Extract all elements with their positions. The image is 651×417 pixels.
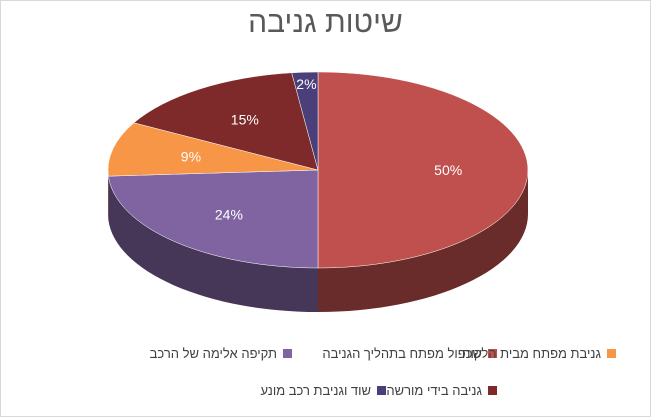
legend-item-authorized-theft: גניבה בידי מורשה (386, 383, 497, 398)
pie-side-0 (318, 170, 528, 312)
pie-slice-2 (107, 122, 319, 177)
legend-item-key-theft-home: גניבת מפתח מבית הלקוח (462, 346, 616, 361)
legend-label-authorized-theft: גניבה בידי מורשה (386, 383, 482, 398)
pie-slice-4 (291, 71, 319, 171)
data-label-1: 24% (215, 206, 243, 222)
pie-slice-0 (317, 71, 529, 269)
legend-label-key-theft-home: גניבת מפתח מבית הלקוח (461, 346, 601, 361)
legend-swatch-key-cloning (488, 349, 497, 358)
pie-slice-3 (133, 72, 319, 171)
legend-label-key-cloning: שכפול מפתח בתהליך הגניבה (322, 346, 482, 361)
data-label-3: 15% (231, 112, 259, 128)
legend-item-violent-attack: תקיפה אלימה של הרכב (150, 346, 292, 361)
pie-chart: 50% 24% 9% 15% 2% (107, 71, 529, 312)
legend-swatch-key-theft-home (607, 349, 616, 358)
pie-side-1 (108, 176, 318, 312)
data-label-4: 2% (296, 76, 316, 92)
data-label-2: 9% (181, 149, 201, 165)
legend-label-robbery: שוד וגניבת רכב מונע (260, 383, 371, 398)
chart-title: שיטות גניבה (248, 6, 403, 39)
legend-item-robbery: שוד וגניבת רכב מונע (260, 383, 386, 398)
legend-swatch-authorized-theft (488, 386, 497, 395)
pie-slice-1 (108, 169, 319, 269)
data-label-0: 50% (434, 162, 462, 178)
legend-swatch-violent-attack (283, 349, 292, 358)
legend-item-key-cloning: שכפול מפתח בתהליך הגניבה (322, 346, 497, 361)
legend-swatch-robbery (377, 386, 386, 395)
legend: שכפול מפתח בתהליך הגניבה תקיפה אלימה של … (0, 346, 651, 412)
legend-label-violent-attack: תקיפה אלימה של הרכב (149, 346, 277, 361)
